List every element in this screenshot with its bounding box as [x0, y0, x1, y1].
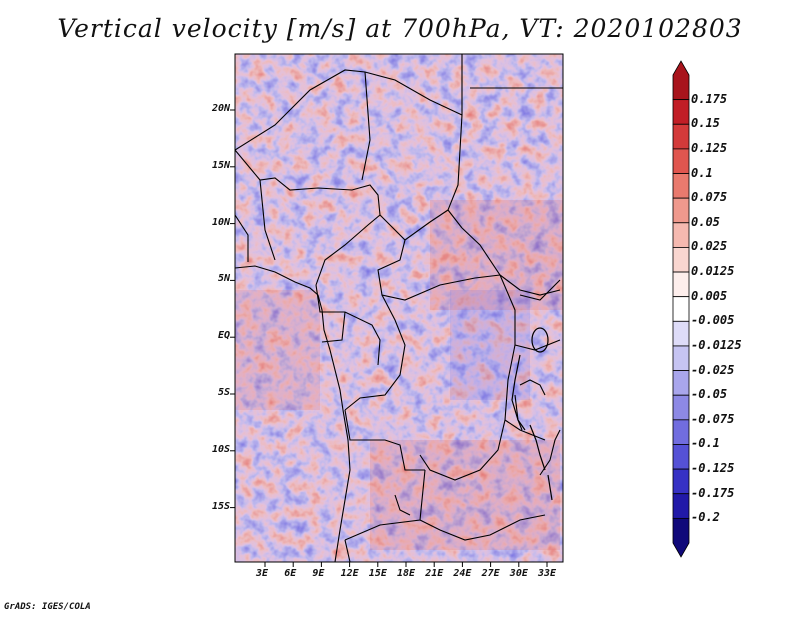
lon-tick-label: 9E	[312, 568, 325, 579]
lat-tick-label: 10S	[211, 443, 230, 455]
country-borders	[235, 54, 563, 562]
colorbar-segment	[672, 419, 690, 445]
lat-tick-label: 20N	[211, 103, 230, 114]
lat-tick-label: 5N	[217, 273, 230, 285]
colorbar-label: 0.075	[691, 190, 728, 205]
colorbar-label: 0.0125	[691, 264, 735, 279]
colorbar-segment	[672, 320, 690, 347]
lon-tick-label: 27E	[481, 568, 500, 579]
colorbar-segment	[672, 197, 690, 224]
colorbar-segment	[672, 271, 690, 298]
lon-tick-label: 33E	[538, 568, 557, 579]
colorbar-label: 0.175	[691, 91, 728, 106]
colorbar-label: 0.025	[691, 239, 728, 254]
lon-tick-label: 12E	[340, 568, 359, 579]
lon-tick-label: 15E	[368, 568, 387, 579]
colorbar-segment	[672, 123, 690, 150]
colorbar-label: -0.125	[691, 461, 735, 476]
colorbar-label: 0.15	[691, 116, 720, 131]
colorbar-label: 0.1	[691, 165, 713, 180]
lakes	[511, 327, 553, 501]
colorbar-segment	[672, 444, 690, 470]
colorbar-segment	[672, 517, 690, 558]
axis-ticks	[230, 109, 548, 567]
colorbar-segment	[672, 296, 690, 322]
colorbar	[672, 60, 690, 558]
colorbar-label: 0.05	[691, 214, 720, 229]
lat-tick-label: 15N	[211, 159, 230, 171]
lon-tick-label: 6E	[284, 568, 297, 579]
colorbar-label: -0.0125	[691, 337, 742, 352]
colorbar-label: -0.005	[691, 313, 735, 328]
colorbar-segment	[672, 370, 690, 396]
colorbar-segment	[672, 468, 690, 495]
lon-tick-label: 24E	[453, 568, 472, 579]
colorbar-label: 0.005	[691, 288, 728, 303]
colorbar-segment	[672, 345, 690, 371]
lat-tick-label: 10N	[211, 216, 230, 228]
colorbar-label: 0.125	[691, 140, 728, 155]
lat-tick-label: 15S	[211, 500, 230, 512]
lon-tick-label: 18E	[397, 568, 416, 579]
colorbar-label: -0.075	[691, 411, 735, 426]
colorbar-segment	[672, 173, 690, 199]
map-frame	[234, 53, 564, 563]
colorbar-segment	[672, 394, 690, 421]
grads-credit: GrADS: IGES/COLA	[4, 602, 91, 612]
colorbar-label: -0.025	[691, 362, 735, 377]
colorbar-segment	[672, 99, 690, 125]
colorbar-segment	[672, 493, 690, 519]
lon-tick-label: 21E	[425, 568, 444, 579]
map-title: Vertical velocity [m/s] at 700hPa, VT: 2…	[57, 14, 743, 43]
colorbar-label: -0.05	[691, 387, 728, 402]
lon-tick-label: 30E	[509, 568, 528, 579]
colorbar-segment	[672, 60, 690, 101]
lon-tick-label: 3E	[256, 568, 269, 579]
colorbar-label: -0.175	[691, 485, 735, 500]
colorbar-segment	[672, 222, 690, 248]
colorbar-segment	[672, 247, 690, 273]
colorbar-label: -0.2	[691, 510, 720, 525]
colorbar-segment	[672, 148, 690, 174]
lat-tick-label: 5S	[217, 387, 230, 398]
velocity-field	[235, 54, 563, 562]
colorbar-label: -0.1	[691, 436, 720, 451]
lat-tick-label: EQ	[217, 330, 230, 342]
coastline	[235, 265, 351, 562]
